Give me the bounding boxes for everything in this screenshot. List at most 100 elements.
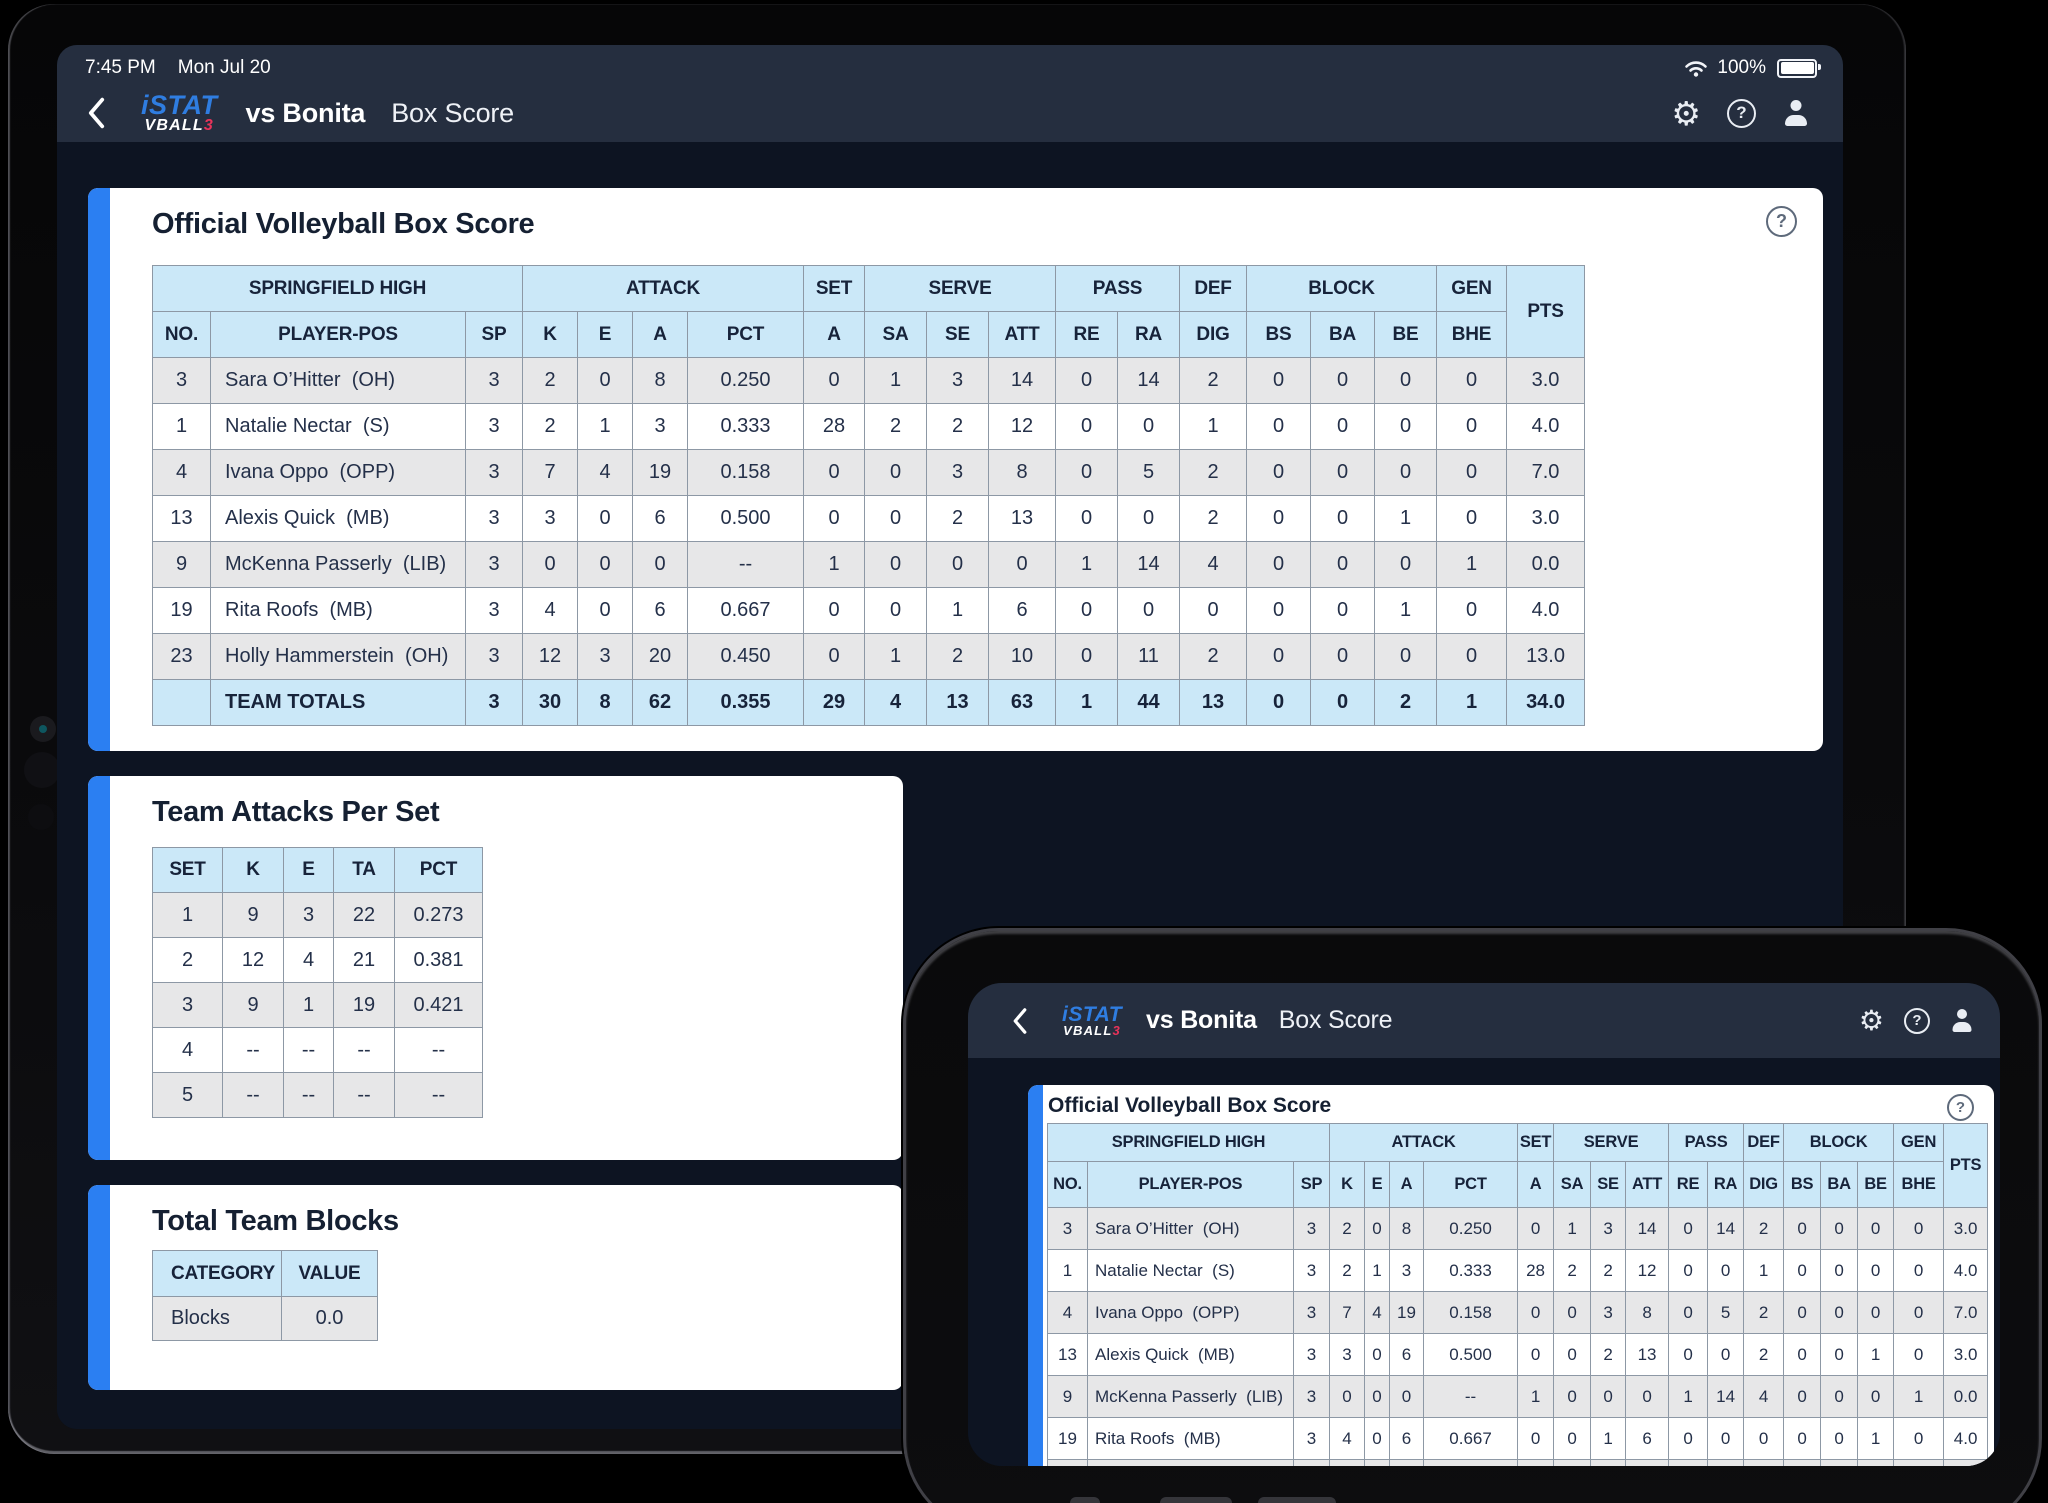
- cell: 1: [1857, 1417, 1895, 1460]
- profile-person-icon[interactable]: [1782, 100, 1809, 127]
- cell: 0: [1820, 1459, 1859, 1466]
- cell: 0: [1893, 1333, 1945, 1376]
- cell: Rita Roofs (MB): [210, 587, 466, 634]
- settings-gear-icon[interactable]: ⚙: [1858, 1003, 1884, 1037]
- cell: 4: [152, 449, 211, 496]
- cell: 8: [1625, 1291, 1670, 1334]
- cell: 0: [1517, 1291, 1555, 1334]
- phone-nav-bar: iSTAT VBALL3 vs Bonita Box Score ⚙ ?: [968, 983, 2000, 1058]
- cell: 4.0: [1506, 587, 1586, 634]
- cell: 0.273: [394, 892, 483, 938]
- cell: 0.381: [394, 937, 483, 983]
- cell: Alexis Quick (MB): [210, 495, 466, 542]
- back-button[interactable]: [1012, 1000, 1036, 1042]
- cell: 0: [1436, 587, 1508, 634]
- cell: 0: [1310, 587, 1376, 634]
- cell: 0: [1820, 1207, 1859, 1250]
- cell: 0: [1820, 1375, 1859, 1418]
- set-row: 1 9 3 22 0.273: [152, 892, 483, 938]
- cell: 0: [864, 449, 928, 496]
- cell: 0: [1668, 1249, 1709, 1292]
- cell: 0: [803, 495, 866, 542]
- cell: 13: [1047, 1333, 1088, 1376]
- cell: 1: [1517, 1375, 1555, 1418]
- player-row: 19 Rita Roofs (MB) 3 4 0 6 0.667 0 0 1 6 0 0 0 0 0 1 0 4.0: [1047, 1417, 1989, 1460]
- cell: 0.0: [1506, 541, 1586, 588]
- cell: --: [222, 1027, 284, 1073]
- settings-gear-icon[interactable]: ⚙: [1671, 93, 1701, 133]
- cell: 3: [1590, 1291, 1627, 1334]
- cell: 3: [465, 357, 523, 404]
- cell: 0.450: [686, 633, 805, 680]
- cell: 0: [1117, 403, 1181, 450]
- cell: 0: [1364, 1207, 1391, 1250]
- attacks-card-title: Team Attacks Per Set: [152, 796, 440, 828]
- cell: 7: [522, 449, 578, 496]
- cell: 0: [1246, 587, 1312, 634]
- phone-bezel-detail: [1070, 1497, 1100, 1503]
- cell: 11: [1117, 633, 1181, 680]
- set-row: 3 9 1 19 0.421: [152, 982, 483, 1028]
- cell: 0: [1117, 495, 1181, 542]
- cell: 1: [1553, 1459, 1592, 1466]
- cell: 0.333: [1423, 1249, 1519, 1292]
- cell: 20: [1389, 1459, 1425, 1466]
- cell: 0: [1310, 495, 1376, 542]
- help-icon[interactable]: ?: [1727, 98, 1756, 128]
- cell: 19: [152, 587, 211, 634]
- cell: 3: [465, 449, 523, 496]
- cell: --: [222, 1072, 284, 1118]
- cell: 20: [632, 633, 688, 680]
- card-help-icon[interactable]: ?: [1766, 206, 1797, 237]
- cell: 3: [465, 495, 523, 542]
- cell: 0: [1364, 1375, 1391, 1418]
- cell: 6: [1625, 1417, 1670, 1460]
- cell: 0: [1374, 449, 1438, 496]
- player-row: 9 McKenna Passerly (LIB) 3 0 0 0 -- 1 0 0 0 1 14 4 0 0 0…: [1047, 1375, 1989, 1418]
- battery-icon: [1777, 58, 1821, 78]
- group-header-row: SPRINGFIELD HIGH ATTACK SET SERVE PASS D…: [152, 265, 1586, 358]
- cell: 0: [1436, 403, 1508, 450]
- cell: 0: [1668, 1291, 1709, 1334]
- cell: 3: [522, 495, 578, 542]
- cell: --: [394, 1072, 483, 1118]
- cell: 2: [926, 633, 990, 680]
- cell: 2: [1590, 1333, 1627, 1376]
- card-help-icon[interactable]: ?: [1947, 1094, 1974, 1121]
- help-icon[interactable]: ?: [1904, 1007, 1930, 1034]
- cell: 1: [1553, 1207, 1592, 1250]
- team-name-header: SPRINGFIELD HIGH: [1046, 1123, 1331, 1162]
- cell: 6: [1389, 1333, 1425, 1376]
- cell: 3: [465, 633, 523, 680]
- cell: 4: [1329, 1417, 1366, 1460]
- profile-person-icon[interactable]: [1950, 1009, 1974, 1033]
- cell: 3.0: [1506, 357, 1586, 404]
- cell: 13: [926, 679, 990, 726]
- cell: 0: [1553, 1333, 1592, 1376]
- cell: 3: [1292, 1333, 1331, 1376]
- cell: 0: [864, 541, 928, 588]
- cell: 19: [1047, 1417, 1088, 1460]
- cell: 0.667: [686, 587, 805, 634]
- tablet-device-frame: 7:45 PM Mon Jul 20 100%: [8, 4, 1906, 1454]
- back-button[interactable]: [87, 92, 117, 134]
- cell: 0: [1310, 449, 1376, 496]
- cell: TEAM TOTALS: [210, 679, 466, 726]
- cell: 0: [1857, 1207, 1895, 1250]
- cell: 0: [1517, 1207, 1555, 1250]
- cell: 0.250: [1423, 1207, 1519, 1250]
- cell: 1: [1055, 541, 1119, 588]
- blocks-header: CATEGORY VALUE: [152, 1250, 378, 1297]
- cell: 12: [988, 403, 1057, 450]
- logo-vball3: VBALL3: [1063, 1023, 1121, 1038]
- box-score-table: SPRINGFIELD HIGH ATTACK SET SERVE PASS D…: [152, 265, 1586, 726]
- cell: 2: [152, 937, 223, 983]
- cell: 2: [1743, 1291, 1785, 1334]
- box-score-card-title: Official Volleyball Box Score: [1048, 1094, 1332, 1117]
- attacks-header: SET K E TA PCT: [152, 847, 483, 893]
- cell: 0: [1783, 1249, 1822, 1292]
- cell: 1: [864, 357, 928, 404]
- set-row: 4 -- -- -- --: [152, 1027, 483, 1073]
- cell: 0: [1055, 495, 1119, 542]
